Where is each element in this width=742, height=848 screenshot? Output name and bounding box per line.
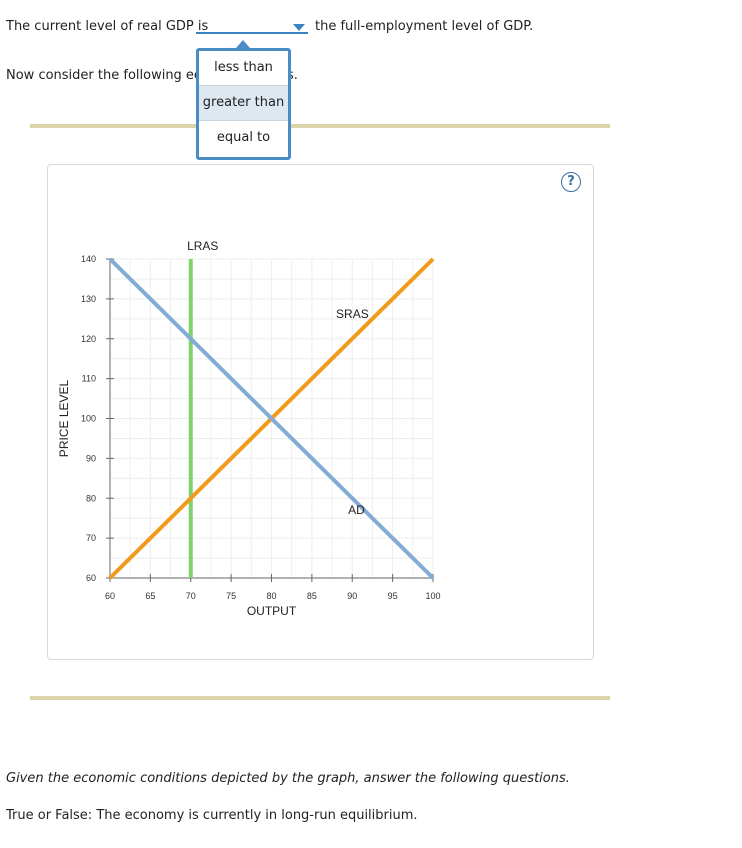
consider-text-tail: s. <box>287 68 298 83</box>
section-divider-bottom <box>30 696 610 700</box>
consider-text: Now consider the following econ <box>6 68 218 83</box>
instructions-text: Given the economic conditions depicted b… <box>6 771 570 786</box>
option-less-than[interactable]: less than <box>199 51 288 86</box>
x-tick-label: 60 <box>105 591 115 601</box>
y-tick-label: 70 <box>86 533 96 543</box>
dropdown-arrow-icon[interactable] <box>293 24 305 31</box>
y-tick-label: 60 <box>86 573 96 583</box>
y-tick-label: 140 <box>81 254 96 264</box>
curve-ad <box>108 257 435 580</box>
question-suffix: the full-employment level of GDP. <box>315 19 534 34</box>
x-tick-label: 90 <box>347 591 357 601</box>
y-tick-label: 100 <box>81 414 96 424</box>
graph-panel <box>47 164 594 660</box>
option-greater-than[interactable]: greater than <box>199 86 288 121</box>
x-axis-label: OUTPUT <box>247 604 297 618</box>
y-tick-label: 130 <box>81 294 96 304</box>
series-label-sras: SRAS <box>336 307 369 321</box>
y-axis-label: PRICE LEVEL <box>57 379 71 457</box>
x-tick-label: 65 <box>145 591 155 601</box>
y-tick-label: 110 <box>82 374 96 384</box>
dropdown-menu[interactable]: less than greater than equal to <box>196 48 291 160</box>
y-tick-label: 90 <box>86 453 96 463</box>
x-tick-label: 80 <box>266 591 276 601</box>
dropdown-notch <box>236 40 250 48</box>
series-label-ad: AD <box>348 503 365 517</box>
section-divider <box>30 124 610 128</box>
x-tick-label: 85 <box>307 591 317 601</box>
gdp-comparison-dropdown[interactable] <box>196 32 308 34</box>
option-equal-to[interactable]: equal to <box>216 130 271 145</box>
true-false-question: True or False: The economy is currently … <box>6 808 418 823</box>
series-label-lras: LRAS <box>187 239 218 253</box>
x-tick-label: 70 <box>186 591 196 601</box>
x-tick-label: 75 <box>226 591 236 601</box>
y-tick-label: 80 <box>86 493 96 503</box>
help-icon[interactable]: ? <box>561 172 581 192</box>
x-tick-label: 95 <box>388 591 398 601</box>
question-prefix: The current level of real GDP is <box>6 19 209 34</box>
y-tick-label: 120 <box>81 334 96 344</box>
x-tick-label: 100 <box>425 591 440 601</box>
